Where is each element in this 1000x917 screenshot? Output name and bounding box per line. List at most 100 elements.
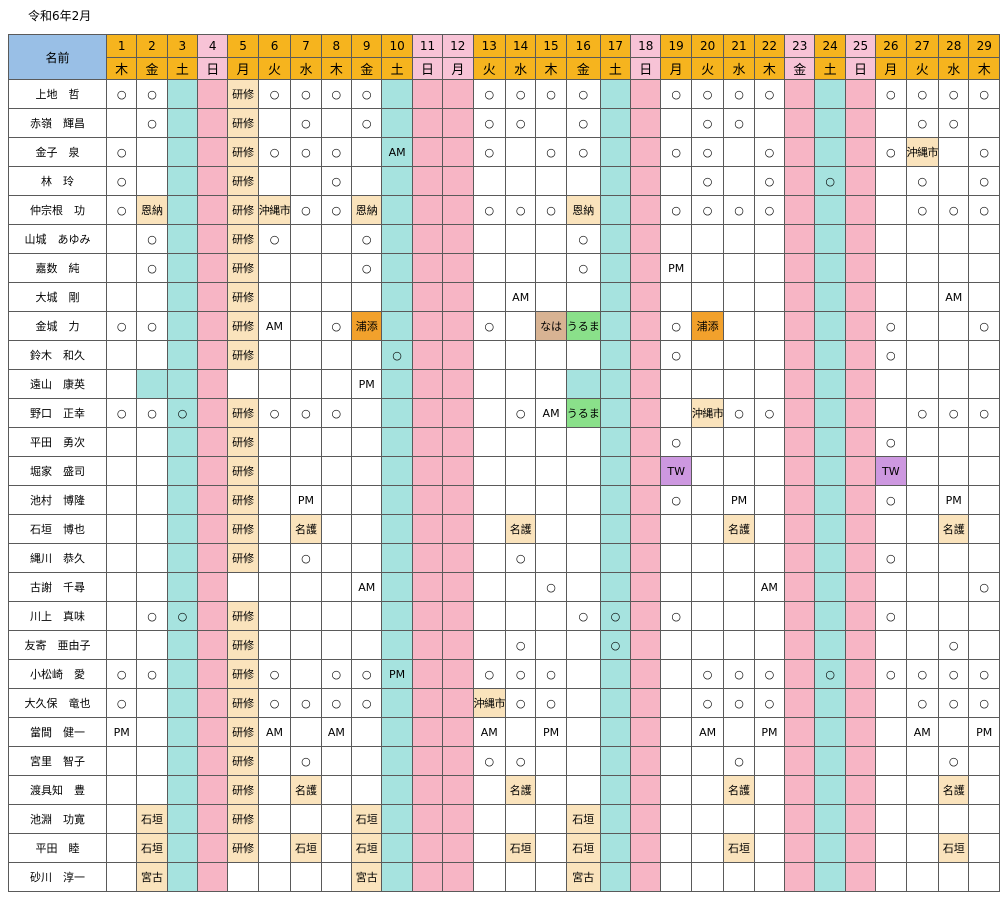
schedule-cell-day-7 xyxy=(290,369,322,399)
schedule-cell-day-16: うるま xyxy=(565,398,601,428)
day-number-13: 13 xyxy=(472,34,506,58)
schedule-cell-day-4 xyxy=(197,485,229,515)
schedule-cell-day-26: ○ xyxy=(875,485,907,515)
schedule-cell-day-17: ○ xyxy=(599,601,632,631)
schedule-cell-day-12 xyxy=(442,253,474,283)
schedule-cell-day-6 xyxy=(257,601,292,631)
schedule-cell-day-29 xyxy=(968,601,1000,631)
schedule-cell-day-13 xyxy=(472,775,506,805)
staff-row: 金子 泉 ○ 研修 ○ ○ ○ AM ○ ○ ○ ○ ○ ○ ○ 沖縄市 ○ xyxy=(8,137,1000,167)
schedule-cell-day-24 xyxy=(814,456,846,486)
schedule-cell-day-9 xyxy=(351,398,383,428)
schedule-cell-day-6 xyxy=(257,253,292,283)
schedule-cell-day-28: PM xyxy=(938,485,970,515)
schedule-cell-day-24 xyxy=(814,369,846,399)
schedule-cell-day-28 xyxy=(938,572,970,602)
schedule-cell-day-9: ○ xyxy=(351,659,383,689)
schedule-cell-day-8 xyxy=(320,485,353,515)
day-number-4: 4 xyxy=(197,34,229,58)
schedule-cell-day-14: 名護 xyxy=(504,514,537,544)
schedule-cell-day-19: ○ xyxy=(660,137,692,167)
schedule-cell-day-2: 宮古 xyxy=(136,862,168,892)
schedule-cell-day-1 xyxy=(105,746,138,776)
schedule-cell-day-11 xyxy=(411,311,444,341)
schedule-cell-day-3 xyxy=(166,369,199,399)
schedule-cell-day-12 xyxy=(442,282,474,312)
schedule-cell-day-20 xyxy=(690,833,725,863)
schedule-cell-day-25 xyxy=(844,224,877,254)
day-number-11: 11 xyxy=(411,34,444,58)
staff-row: 大城 剛 研修 AM AM xyxy=(8,282,1000,312)
staff-row: 鈴木 和久 研修 ○ ○ ○ xyxy=(8,340,1000,370)
schedule-cell-day-25 xyxy=(844,717,877,747)
schedule-cell-day-25 xyxy=(844,630,877,660)
schedule-cell-day-1: PM xyxy=(105,717,138,747)
schedule-cell-day-26 xyxy=(875,688,907,718)
schedule-cell-day-7: ○ xyxy=(290,79,322,109)
schedule-cell-day-23 xyxy=(784,427,816,457)
schedule-cell-day-22 xyxy=(753,833,786,863)
schedule-cell-day-22: ○ xyxy=(753,137,786,167)
schedule-cell-day-24 xyxy=(814,717,846,747)
schedule-cell-day-22 xyxy=(753,775,786,805)
schedule-cell-day-18 xyxy=(630,775,662,805)
day-number-29: 29 xyxy=(968,34,1000,58)
schedule-cell-day-15: ○ xyxy=(535,79,567,109)
schedule-cell-day-12 xyxy=(442,340,474,370)
schedule-cell-day-24 xyxy=(814,688,846,718)
schedule-cell-day-16: ○ xyxy=(565,601,601,631)
schedule-cell-day-26 xyxy=(875,833,907,863)
schedule-cell-day-28: ○ xyxy=(938,746,970,776)
schedule-cell-day-18 xyxy=(630,108,662,138)
schedule-cell-day-23 xyxy=(784,311,816,341)
staff-row: 嘉数 純 ○ 研修 ○ ○ PM xyxy=(8,253,1000,283)
schedule-cell-day-1: ○ xyxy=(105,79,138,109)
schedule-cell-day-27: 沖縄市 xyxy=(905,137,940,167)
schedule-cell-day-23 xyxy=(784,775,816,805)
schedule-cell-day-10 xyxy=(381,369,413,399)
schedule-cell-day-21 xyxy=(723,427,755,457)
schedule-cell-day-1 xyxy=(105,833,138,863)
schedule-cell-day-29: ○ xyxy=(968,195,1000,225)
weekday-1: 木 xyxy=(105,57,138,80)
staff-name: 古謝 千尋 xyxy=(8,572,107,602)
schedule-cell-day-27 xyxy=(905,340,940,370)
schedule-cell-day-17 xyxy=(599,195,632,225)
schedule-cell-day-29 xyxy=(968,108,1000,138)
schedule-cell-day-2: 石垣 xyxy=(136,833,168,863)
schedule-cell-day-18 xyxy=(630,659,662,689)
schedule-cell-day-26: ○ xyxy=(875,340,907,370)
schedule-cell-day-9: 宮古 xyxy=(351,862,383,892)
schedule-cell-day-16 xyxy=(565,485,601,515)
schedule-cell-day-2 xyxy=(136,137,168,167)
schedule-cell-day-17 xyxy=(599,79,632,109)
schedule-cell-day-25 xyxy=(844,253,877,283)
schedule-cell-day-27: ○ xyxy=(905,195,940,225)
schedule-cell-day-6: ○ xyxy=(257,659,292,689)
schedule-cell-day-2 xyxy=(136,775,168,805)
weekday-17: 土 xyxy=(599,57,632,80)
schedule-cell-day-18 xyxy=(630,456,662,486)
schedule-cell-day-4 xyxy=(197,717,229,747)
schedule-cell-day-28: ○ xyxy=(938,195,970,225)
schedule-cell-day-7 xyxy=(290,659,322,689)
schedule-cell-day-27 xyxy=(905,746,940,776)
schedule-cell-day-26: ○ xyxy=(875,601,907,631)
schedule-cell-day-1 xyxy=(105,572,138,602)
schedule-cell-day-4 xyxy=(197,427,229,457)
schedule-cell-day-15: ○ xyxy=(535,137,567,167)
schedule-cell-day-5: 研修 xyxy=(227,688,259,718)
day-number-3: 3 xyxy=(166,34,199,58)
schedule-cell-day-13 xyxy=(472,369,506,399)
schedule-cell-day-27 xyxy=(905,630,940,660)
schedule-cell-day-10 xyxy=(381,253,413,283)
schedule-cell-day-29: PM xyxy=(968,717,1000,747)
schedule-cell-day-13 xyxy=(472,224,506,254)
schedule-cell-day-14: AM xyxy=(504,282,537,312)
staff-name: 大久保 竜也 xyxy=(8,688,107,718)
schedule-cell-day-10 xyxy=(381,862,413,892)
schedule-cell-day-17 xyxy=(599,340,632,370)
weekday-10: 土 xyxy=(381,57,413,80)
schedule-cell-day-10 xyxy=(381,572,413,602)
schedule-cell-day-13 xyxy=(472,282,506,312)
